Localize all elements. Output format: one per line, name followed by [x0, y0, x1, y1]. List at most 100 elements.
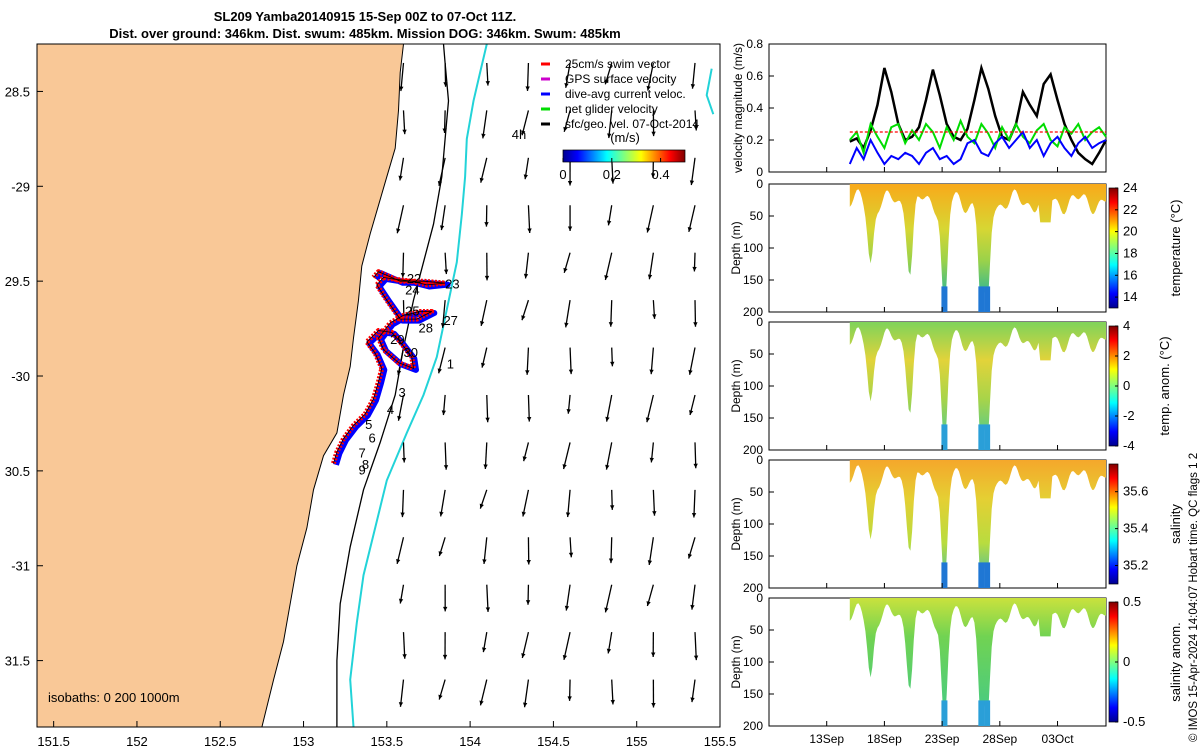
map-colorbar-tick-label: 0.2	[603, 167, 621, 182]
legend-entry: dive-avg current veloc.	[565, 87, 686, 101]
section-y-tick-label: 200	[743, 443, 763, 457]
velocity-arrow	[608, 300, 614, 327]
map-x-tick-label: 153	[293, 734, 315, 749]
section-y-tick-label: 100	[743, 655, 763, 669]
footer-stamp: © IMOS 15-Apr-2024 14:04:07 Hobart time.…	[1188, 452, 1200, 742]
velocity-arrow	[687, 205, 696, 232]
section-colorbar-tick-label: 22	[1123, 202, 1137, 217]
velocity-series-line	[849, 118, 1107, 157]
velocity-arrow	[483, 442, 488, 470]
velocity-arrow	[690, 584, 696, 610]
velocity-arrow	[610, 347, 615, 367]
velocity-arrow	[479, 489, 488, 509]
velocity-arrow	[606, 632, 613, 654]
velocity-arrow	[564, 300, 571, 328]
section-colorbar-tick-label: 2	[1123, 348, 1130, 363]
section-y-tick-label: 0	[756, 315, 763, 329]
section-y-label: Depth (m)	[729, 221, 743, 274]
velocity-arrow	[523, 157, 530, 180]
isobaths-label: isobaths: 0 200 1000m	[48, 690, 180, 705]
section-colorbar-tick-label: 20	[1123, 224, 1137, 239]
figure-title-line2: Dist. over ground: 346km. Dist. swum: 48…	[109, 26, 621, 41]
section-colorbar-tick-label: 14	[1123, 289, 1137, 304]
velocity-arrow	[610, 679, 615, 705]
velocity-arrow	[484, 205, 489, 227]
velocity-arrow	[647, 252, 655, 280]
isobath-1000m	[349, 44, 488, 727]
section-y-tick-label: 100	[743, 379, 763, 393]
section-colorbar-tick-label: 0	[1123, 654, 1130, 669]
velocity-arrow	[401, 442, 407, 463]
velocity-arrow	[646, 62, 655, 91]
velocity-panel-frame	[768, 43, 1107, 173]
velocity-arrow	[396, 205, 405, 234]
velocity-arrow	[604, 252, 613, 281]
velocity-arrow	[567, 157, 573, 186]
velocity-arrow	[442, 110, 447, 134]
section-y-tick-label: 200	[743, 719, 763, 733]
velocity-arrow	[689, 157, 696, 186]
velocity-arrow	[692, 252, 697, 272]
velocity-arrow	[604, 62, 613, 85]
velocity-arrow	[607, 110, 613, 139]
velocity-arrow	[646, 205, 655, 233]
section-deep-accent	[984, 424, 991, 450]
velocity-arrow	[402, 110, 407, 135]
velocity-arrow	[646, 584, 654, 607]
velocity-arrow	[443, 442, 449, 470]
section-colorbar-tick-label: 35.2	[1123, 558, 1148, 573]
day-label: 24	[405, 282, 419, 297]
legend-entry: sfc/geo. vel. 07-Oct-2014	[565, 117, 699, 131]
day-label: 8	[362, 457, 369, 472]
velocity-arrow	[482, 537, 488, 564]
legend-entry: net glider velocity	[565, 102, 658, 116]
velocity-y-tick-label: 0.8	[746, 37, 763, 51]
section-deep-accent	[941, 562, 948, 588]
velocity-arrow	[438, 679, 446, 700]
map-colorbar: (m/s) 0 0.2 0.4	[559, 130, 686, 182]
section-deep-accent	[941, 700, 948, 726]
velocity-arrow	[651, 110, 656, 137]
section-deep-accent	[978, 424, 985, 450]
figure-title-line1: SL209 Yamba20140915 15-Sep 00Z to 07-Oct…	[213, 9, 517, 24]
isobath-200m	[336, 44, 450, 727]
map-x-tick-label: 152.5	[204, 734, 237, 749]
velocity-arrow	[693, 632, 699, 661]
velocity-arrow	[649, 442, 655, 463]
velocity-arrow	[564, 62, 571, 88]
section-y-tick-label: 100	[743, 241, 763, 255]
map-x-tick-label: 155	[626, 734, 648, 749]
section-panel-temperature_section: 0 50 100 150 200 Depth (m) 14 16 18 20 22 24 tempera…	[729, 177, 1183, 319]
map-x-tick-label: 155.5	[704, 734, 737, 749]
velocity-arrow	[481, 632, 488, 653]
velocity-arrow	[437, 157, 446, 186]
velocity-arrow	[649, 347, 655, 375]
velocity-arrow	[523, 679, 530, 708]
velocity-arrow	[693, 442, 698, 469]
section-colorbar-tick-label: -0.5	[1123, 714, 1145, 729]
velocity-arrow	[563, 252, 571, 273]
section-colorbar-label: salinity	[1168, 504, 1183, 544]
section-colorbar-tick-label: 16	[1123, 267, 1137, 282]
day-label: 7	[359, 446, 366, 461]
map-x-tick-label: 154.5	[537, 734, 570, 749]
section-colorbar-tick-label: -2	[1123, 408, 1135, 423]
section-colorbar-tick-label: 0.5	[1123, 594, 1141, 609]
velocity-arrow	[400, 252, 406, 278]
velocity-arrow	[521, 110, 530, 136]
section-y-tick-label: 50	[750, 485, 764, 499]
velocity-arrow	[440, 300, 446, 328]
map-x-tick-label: 154	[459, 734, 481, 749]
section-colorbar-tick-label: 0	[1123, 378, 1130, 393]
velocity-arrow	[525, 62, 530, 91]
map-y-tick-label: 28.5	[5, 84, 30, 99]
velocity-y-tick-label: 0.4	[746, 101, 763, 115]
velocity-arrow	[481, 110, 488, 139]
velocity-arrow	[399, 62, 405, 92]
velocity-arrow	[647, 537, 655, 566]
velocity-arrow	[480, 299, 488, 327]
